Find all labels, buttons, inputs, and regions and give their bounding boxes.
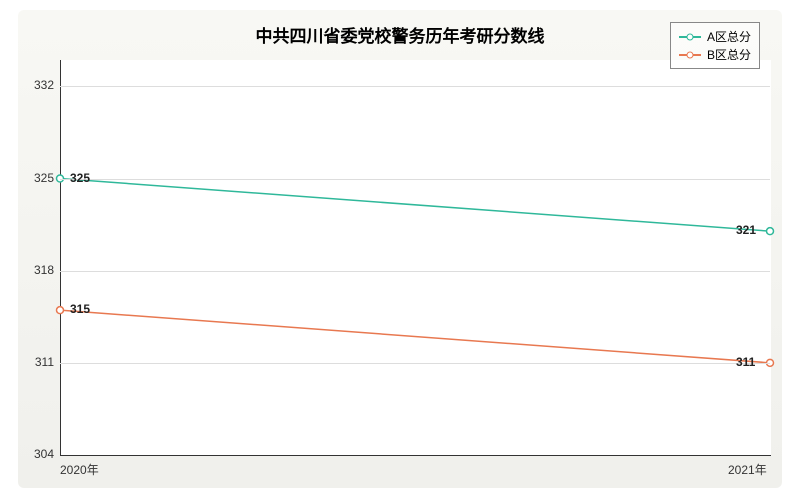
x-tick-label: 2021年 [728, 461, 767, 478]
legend-swatch [679, 36, 701, 38]
data-marker [57, 307, 64, 314]
data-label: 315 [70, 302, 90, 316]
data-label: 325 [70, 171, 90, 185]
chart-container: 中共四川省委党校警务历年考研分数线 A区总分B区总分 3043113183253… [0, 0, 800, 500]
legend-label: B区总分 [707, 46, 751, 63]
legend-marker-icon [687, 33, 694, 40]
data-label: 311 [736, 355, 755, 369]
data-marker [767, 228, 774, 235]
y-tick-label: 304 [34, 447, 54, 461]
y-tick-label: 318 [34, 263, 54, 277]
legend-item: A区总分 [679, 28, 751, 45]
legend-label: A区总分 [707, 28, 751, 45]
gridline [60, 271, 770, 272]
gridline [60, 179, 770, 180]
y-tick-label: 332 [34, 78, 54, 92]
series-line [60, 310, 770, 363]
legend-swatch [679, 54, 701, 56]
x-tick-label: 2020年 [60, 461, 99, 478]
y-tick-label: 311 [35, 355, 54, 369]
data-label: 321 [736, 223, 756, 237]
series-line [60, 179, 770, 232]
gridline [60, 86, 770, 87]
gridline [60, 363, 770, 364]
legend-item: B区总分 [679, 46, 751, 63]
legend: A区总分B区总分 [670, 22, 760, 69]
y-tick-label: 325 [34, 171, 54, 185]
legend-marker-icon [687, 51, 694, 58]
data-lines [0, 0, 800, 500]
